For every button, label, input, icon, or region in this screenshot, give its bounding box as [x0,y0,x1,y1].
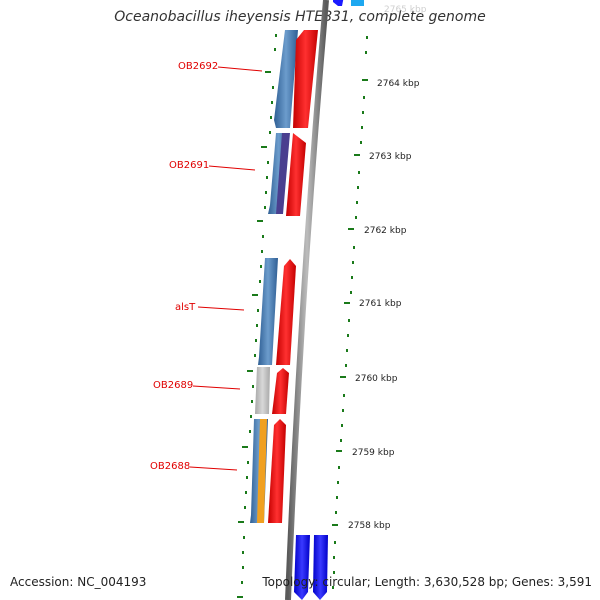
gene-label-ob2689[interactable]: OB2689 [153,380,193,391]
leader-line-ob2688 [189,466,238,471]
leader-line-ob2692 [217,66,263,72]
gene-ob2691-forward[interactable] [286,133,306,216]
gene-bottom-blue-1[interactable] [294,535,310,600]
leader-line-ob2691 [208,165,256,171]
scale-label-2761: 2761 kbp [359,299,402,309]
gene-ob2692-forward[interactable] [293,30,318,128]
gene-ob2689-forward[interactable] [272,368,289,414]
outer-scale-ticks [332,36,368,589]
gene-ob2688-orange[interactable] [257,419,267,523]
gene-ob2692-reverse[interactable] [274,30,298,128]
topology-label: Topology: circular; Length: 3,630,528 bp… [262,575,592,589]
genome-title: Oceanobacillus iheyensis HTE831, complet… [114,9,486,25]
scale-label-2758: 2758 kbp [348,521,391,531]
gene-top-blue[interactable] [333,0,344,6]
gene-label-ob2692[interactable]: OB2692 [178,61,218,72]
gene-top-cyan[interactable] [351,0,364,6]
scale-label-2759: 2759 kbp [352,448,395,458]
gene-alst-reverse[interactable] [258,258,278,365]
gene-label-alst[interactable]: alsT [175,302,196,313]
scale-label-2762: 2762 kbp [364,226,407,236]
gene-ob2691-purple[interactable] [276,133,290,214]
inner-guide-ticks [237,34,277,598]
gene-bottom-blue-2[interactable] [313,535,328,600]
genome-backbone [285,0,329,600]
leader-line-alst [197,306,245,311]
scale-label-2760: 2760 kbp [355,374,398,384]
scale-label-2763: 2763 kbp [369,152,412,162]
gene-ob2689-reverse[interactable] [255,367,270,414]
leader-line-ob2689 [192,385,241,390]
gene-label-ob2691[interactable]: OB2691 [169,160,209,171]
accession-label: Accession: NC_004193 [10,575,147,589]
gene-alst-forward[interactable] [276,259,296,365]
scale-label-2764: 2764 kbp [377,79,420,89]
scale-label-2765: 2765 kbp [384,5,427,15]
gene-label-ob2688[interactable]: OB2688 [150,461,190,472]
gene-ob2688-forward[interactable] [268,419,286,523]
